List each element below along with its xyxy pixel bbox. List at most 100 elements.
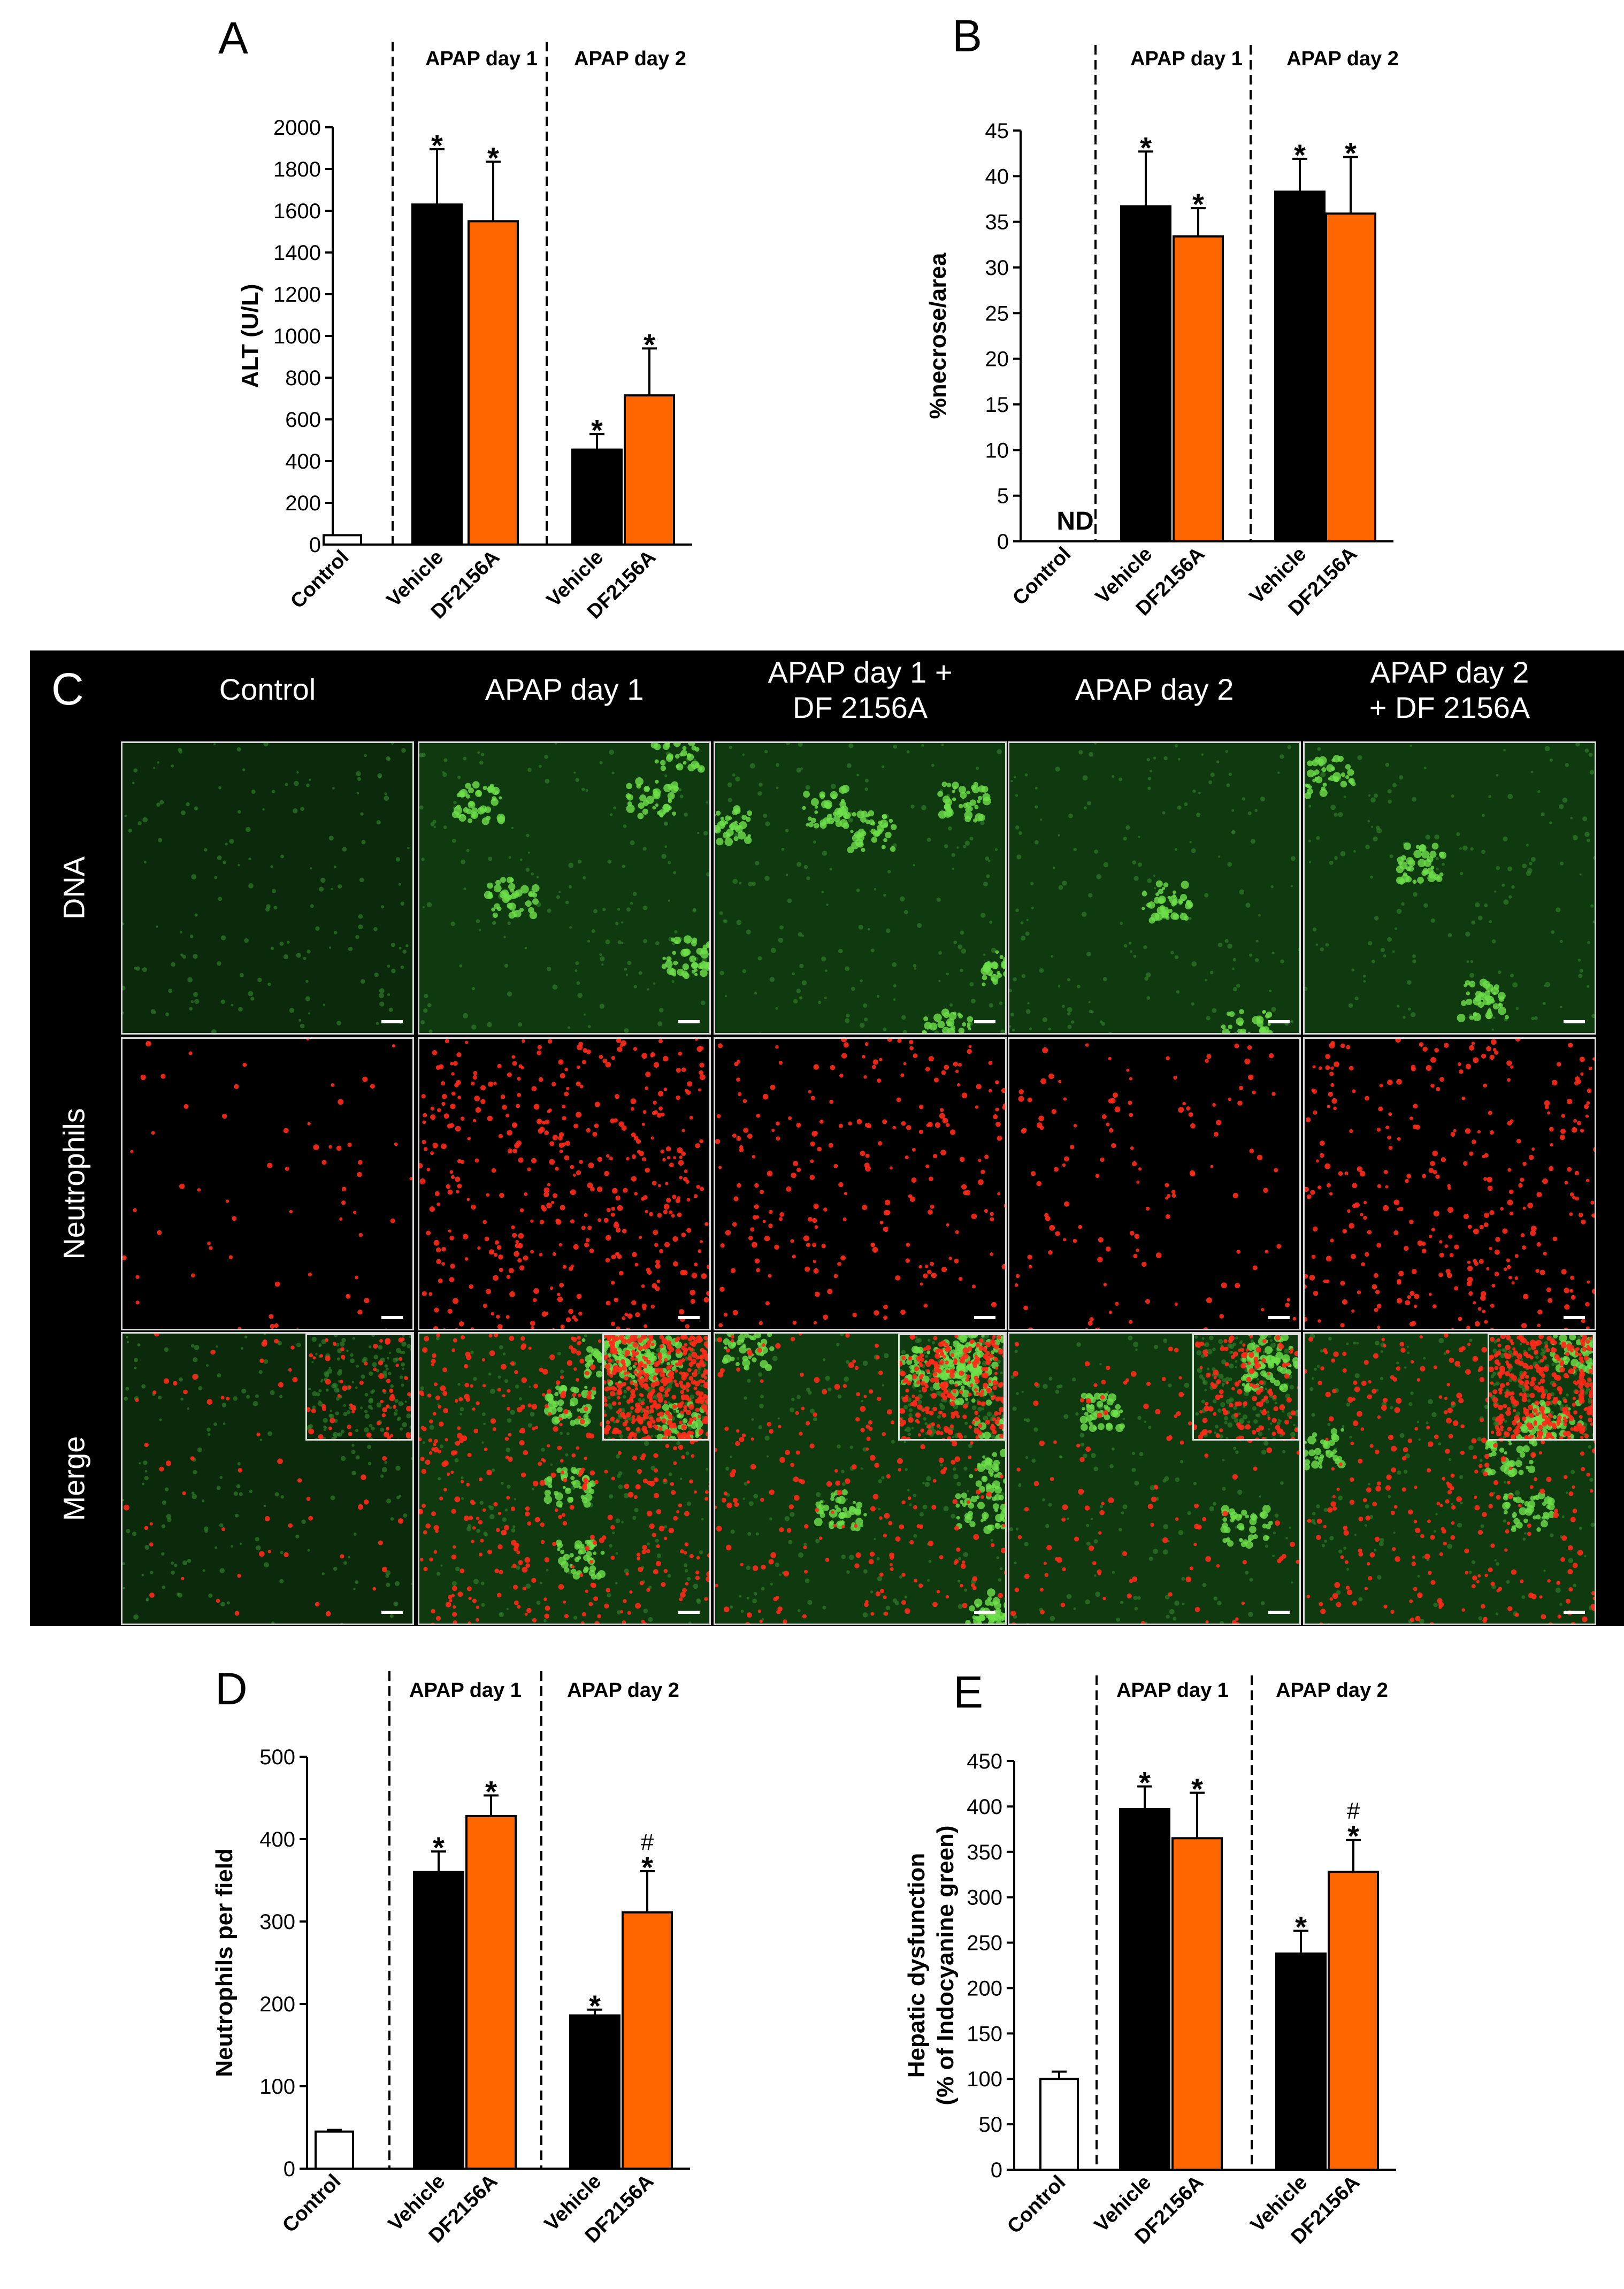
scale-bar (381, 1316, 403, 1319)
y-tick-label: 1200 (273, 283, 321, 307)
row-header: DNA (57, 856, 91, 920)
y-axis-label: Hepatic dysfunction (% of Indocyanine gre… (903, 1825, 959, 2105)
y-tick-label: 100 (259, 2075, 295, 2099)
y-tick-label: 35 (985, 211, 1009, 234)
y-tick-label: 0 (991, 2158, 1002, 2182)
bar (465, 1815, 517, 2170)
panel-letter: D (215, 1664, 248, 1714)
zoom-inset (898, 1334, 1005, 1441)
column-header: APAP day 2 (1075, 672, 1234, 706)
scale-bar (1564, 1020, 1585, 1023)
scale-bar (678, 1020, 700, 1023)
micrograph-tile (1008, 1037, 1301, 1330)
significance-hash: # (1347, 1798, 1360, 1824)
y-axis-label: ALT (U/L) (237, 284, 263, 388)
bar (1328, 1871, 1379, 2171)
bar (1274, 190, 1326, 542)
bar (411, 203, 463, 546)
column-header: APAP day 1 (485, 672, 644, 706)
micrograph-tile (121, 1037, 414, 1330)
category-label: Control (1003, 2171, 1070, 2238)
micrograph-tile (714, 1037, 1007, 1330)
y-tick-label: 45 (985, 119, 1009, 143)
bar (1119, 1808, 1170, 2171)
y-tick-label: 5 (997, 485, 1009, 508)
column-header: Control (219, 672, 316, 706)
group-header: APAP day 2 (1286, 48, 1399, 70)
bar (1325, 212, 1376, 543)
significance-star: * (641, 1850, 653, 1884)
micrograph-tile (1303, 741, 1596, 1035)
scale-bar (678, 1316, 700, 1319)
micrograph-tile (418, 1037, 711, 1330)
zoom-inset (1192, 1334, 1299, 1441)
significance-hash: # (641, 1829, 654, 1855)
y-tick-label: 20 (985, 348, 1009, 371)
zoom-inset (305, 1334, 412, 1441)
y-tick-label: 0 (284, 2157, 295, 2181)
group-header: APAP day 1 (425, 48, 538, 70)
y-axis-label-line: Hepatic dysfunction (903, 1853, 930, 2078)
y-tick-label: 300 (259, 1910, 295, 1934)
scale-bar (381, 1020, 403, 1023)
category-label: Control (1008, 543, 1075, 610)
y-tick-label: 200 (967, 1977, 1002, 2000)
y-tick-label: 200 (259, 1993, 295, 2016)
significance-star: * (1192, 187, 1204, 221)
y-tick-label: 250 (967, 1932, 1002, 1955)
y-tick-label: 0 (309, 533, 321, 557)
micrograph-tile (418, 1332, 711, 1625)
micrograph-tile (1008, 741, 1301, 1035)
significance-star: * (591, 413, 603, 447)
significance-star: * (589, 1989, 601, 2023)
bar (468, 220, 519, 546)
significance-star: * (1345, 136, 1357, 170)
group-header: APAP day 2 (574, 48, 686, 70)
bar (1120, 205, 1171, 542)
y-axis-label-line: ALT (U/L) (237, 284, 263, 388)
y-tick-label: 200 (285, 492, 321, 515)
chart-b: B 0 5 10 15 20 25 30 35 40 45 %necrose/area APAP day… (925, 11, 1399, 620)
group-header: APAP day 1 (409, 1679, 522, 1702)
scale-bar (381, 1611, 403, 1614)
y-tick-label: 150 (967, 2022, 1002, 2046)
y-tick-label: 1800 (273, 158, 321, 181)
significance-star: * (1139, 1766, 1151, 1800)
micrograph-tile (1303, 1037, 1596, 1330)
y-tick-label: 800 (285, 366, 321, 390)
y-tick-label: 600 (285, 408, 321, 432)
group-header: APAP day 1 (1130, 48, 1243, 70)
y-tick-label: 500 (259, 1746, 295, 1769)
group-header: APAP day 2 (1276, 1679, 1388, 1702)
micrograph-tile (714, 1332, 1007, 1625)
y-axis-label-line: %necrose/area (925, 252, 951, 419)
micrograph-panel: C Control APAP day 1 APAP day 1 + DF 2156A… (30, 650, 1624, 1626)
y-tick-label: 300 (967, 1886, 1002, 1910)
micrograph-tile (1008, 1332, 1301, 1625)
significance-star: * (1295, 1910, 1307, 1943)
panel-letter-c: C (51, 664, 84, 714)
chart-e: E 0 50 100 150 200 250 300 350 400 450 Hepatic dysf… (903, 1667, 1396, 2248)
y-tick-label: 1600 (273, 200, 321, 223)
chart-a: A 0 200 400 600 800 1000 1200 1400 1600 1800 2000 AL… (218, 13, 692, 623)
chart-d: D 0 100 200 300 400 500 Neutrophils per field AP… (211, 1664, 690, 2247)
y-tick-label: 0 (997, 530, 1009, 554)
bar (1275, 1952, 1327, 2171)
not-detected-label: ND (1056, 507, 1093, 535)
significance-star: * (1347, 1819, 1359, 1853)
scale-bar (974, 1611, 995, 1614)
scale-bar (974, 1316, 995, 1319)
panel-letter: E (953, 1667, 983, 1717)
y-tick-label: 40 (985, 165, 1009, 188)
significance-star: * (644, 327, 655, 361)
significance-star: * (431, 128, 443, 162)
micrograph-tile (714, 741, 1007, 1035)
y-tick-label: 15 (985, 393, 1009, 417)
significance-star: * (1140, 131, 1152, 164)
column-header: APAP day 2 + DF 2156A (1369, 655, 1530, 724)
scale-bar (1564, 1316, 1585, 1319)
y-tick-label: 350 (967, 1841, 1002, 1864)
zoom-inset (1488, 1334, 1595, 1441)
significance-star: * (433, 1831, 445, 1864)
y-tick-label: 10 (985, 439, 1009, 462)
